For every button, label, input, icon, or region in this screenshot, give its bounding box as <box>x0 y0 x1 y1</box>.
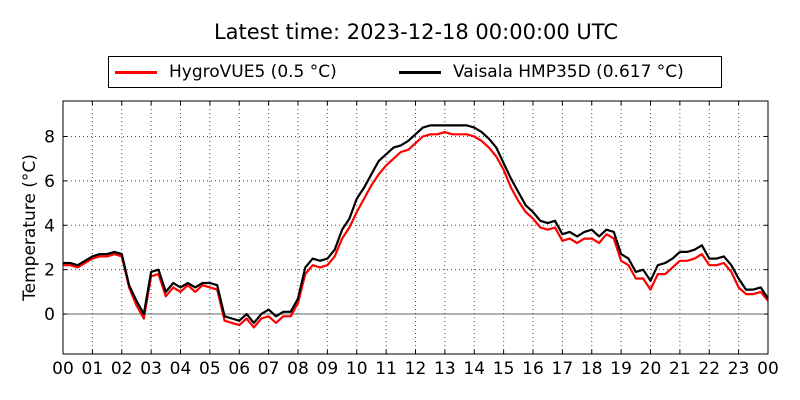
x-tick-label: 08 <box>287 359 309 379</box>
y-tick-label: 6 <box>44 172 55 192</box>
chart-legend: HygroVUE5 (0.5 °C) Vaisala HMP35D (0.617… <box>108 56 722 88</box>
x-tick-label: 14 <box>463 359 485 379</box>
chart-title: Latest time: 2023-12-18 00:00:00 UTC <box>213 20 619 44</box>
x-tick-label: 19 <box>610 359 632 379</box>
x-tick-label: 04 <box>170 359 192 379</box>
y-tick-label: 0 <box>44 305 55 325</box>
x-tick-label: 23 <box>728 359 750 379</box>
plot-frame <box>62 100 769 355</box>
y-axis-label: Temperature (°C) <box>20 154 40 302</box>
plot-area <box>63 101 768 354</box>
x-tick-label: 17 <box>552 359 574 379</box>
x-tick-label: 20 <box>640 359 662 379</box>
legend-swatch-vaisala <box>399 70 441 74</box>
x-tick-label: 21 <box>669 359 691 379</box>
x-tick-label: 09 <box>317 359 339 379</box>
legend-entry-vaisala: Vaisala HMP35D (0.617 °C) <box>399 57 684 87</box>
x-tick-label: 12 <box>405 359 427 379</box>
series-line-0 <box>63 131 769 329</box>
x-tick-label: 16 <box>522 359 544 379</box>
x-tick-label: 05 <box>199 359 221 379</box>
legend-label-vaisala: Vaisala HMP35D (0.617 °C) <box>453 62 684 82</box>
y-tick-label: 8 <box>44 128 55 148</box>
x-tick-label: 10 <box>346 359 368 379</box>
x-tick-label: 03 <box>140 359 162 379</box>
series-line-1 <box>63 124 769 324</box>
x-tick-label: 00 <box>757 359 779 379</box>
x-tick-label: 18 <box>581 359 603 379</box>
x-tick-label: 02 <box>111 359 133 379</box>
y-tick-label: 2 <box>44 261 55 281</box>
x-tick-label: 15 <box>493 359 515 379</box>
x-tick-label: 22 <box>698 359 720 379</box>
x-tick-label: 06 <box>228 359 250 379</box>
legend-swatch-hygrovue5 <box>115 70 157 74</box>
x-tick-label: 00 <box>52 359 74 379</box>
legend-entry-hygrovue5: HygroVUE5 (0.5 °C) <box>115 57 337 87</box>
legend-label-hygrovue5: HygroVUE5 (0.5 °C) <box>169 62 337 82</box>
x-tick-label: 01 <box>82 359 104 379</box>
x-tick-label: 13 <box>434 359 456 379</box>
y-tick-label: 4 <box>44 216 55 236</box>
x-tick-label: 07 <box>258 359 280 379</box>
x-tick-label: 11 <box>375 359 397 379</box>
